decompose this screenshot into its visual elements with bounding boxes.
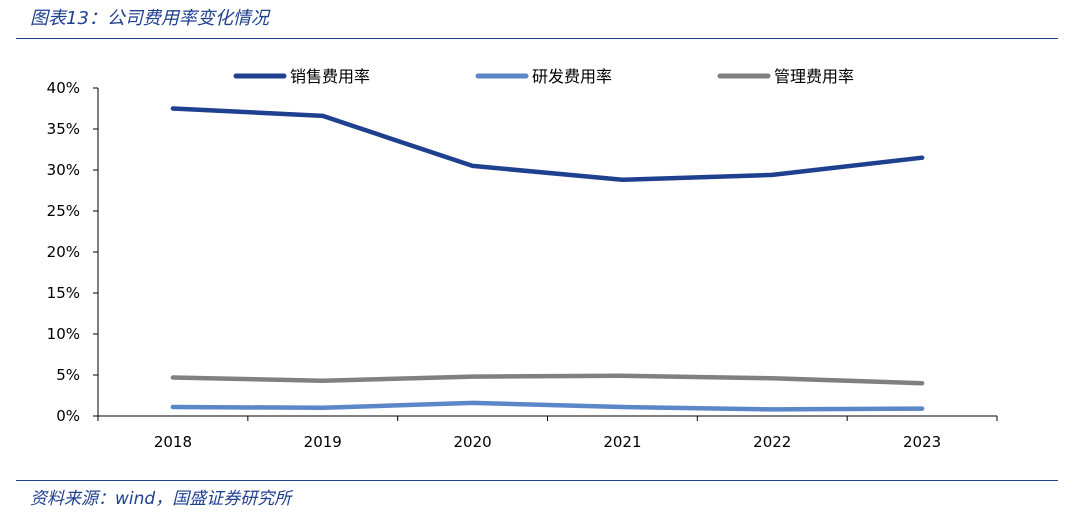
y-tick-label: 5% — [56, 366, 80, 384]
y-tick-label: 10% — [47, 325, 80, 343]
y-tick-label: 25% — [47, 202, 80, 220]
top-rule — [16, 38, 1058, 39]
source-note: 资料来源：wind，国盛证券研究所 — [30, 489, 292, 509]
figure-title: 图表13：公司费用率变化情况 — [30, 8, 269, 29]
y-tick-label: 20% — [47, 243, 80, 261]
chart-legend: 销售费用率 研发费用率 管理费用率 — [233, 67, 854, 86]
legend-label: 管理费用率 — [774, 67, 854, 86]
chart-series — [170, 106, 925, 412]
x-tick-label: 2018 — [154, 433, 192, 451]
x-tick-label: 2021 — [603, 433, 641, 451]
y-tick-label: 30% — [47, 161, 80, 179]
bottom-rule — [16, 480, 1058, 481]
x-tick-label: 2019 — [304, 433, 342, 451]
series-line-2 — [170, 373, 925, 386]
legend-label: 研发费用率 — [532, 67, 612, 86]
y-tick-label: 35% — [47, 120, 80, 138]
series-line-1 — [170, 400, 925, 412]
x-tick-label: 2023 — [903, 433, 941, 451]
x-tick-label: 2020 — [453, 433, 491, 451]
series-line-0 — [170, 106, 925, 183]
line-chart: 0% 5% 10% 15% 20% 25% 30% 35% 40% 2018 2019 2020 202… — [47, 67, 998, 451]
y-tick-label: 15% — [47, 284, 80, 302]
y-tick-label: 0% — [56, 407, 80, 425]
x-tick-label: 2022 — [753, 433, 791, 451]
chart-axes: 0% 5% 10% 15% 20% 25% 30% 35% 40% 2018 2019 2020 202… — [47, 79, 998, 451]
y-tick-label: 40% — [47, 79, 80, 97]
legend-label: 销售费用率 — [290, 67, 370, 86]
